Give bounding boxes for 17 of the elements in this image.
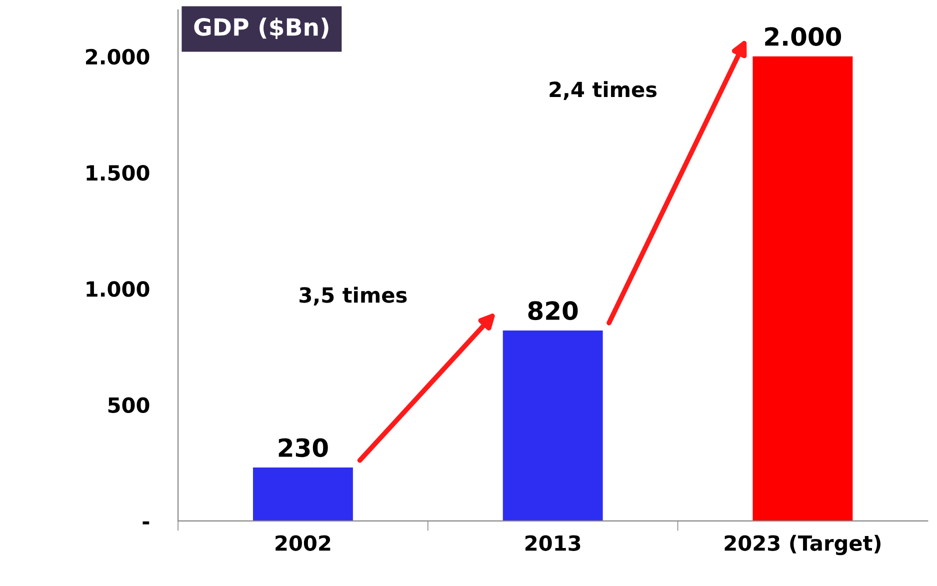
bar (502, 330, 603, 521)
y-tick-label: - (142, 521, 150, 524)
annotation: 3,5 times (300, 286, 407, 306)
x-tick-label: 2023 (Target) (724, 534, 880, 556)
data-label: 820 (528, 301, 578, 320)
y-tick-label: 500 (108, 397, 150, 414)
chart-title: GDP ($Bn) (194, 18, 328, 40)
y-tick-label: 2.000 (86, 48, 150, 65)
x-tick-label: 2013 (525, 535, 580, 551)
y-tick-label: 1.500 (86, 165, 150, 181)
bar (752, 56, 853, 521)
annotation: 2,4 times (550, 81, 657, 100)
y-tick-label: 1.000 (86, 281, 150, 297)
data-label: 230 (278, 438, 328, 458)
bar (252, 468, 353, 521)
data-label: 2.000 (765, 27, 842, 46)
x-tick-label: 2002 (276, 535, 330, 551)
